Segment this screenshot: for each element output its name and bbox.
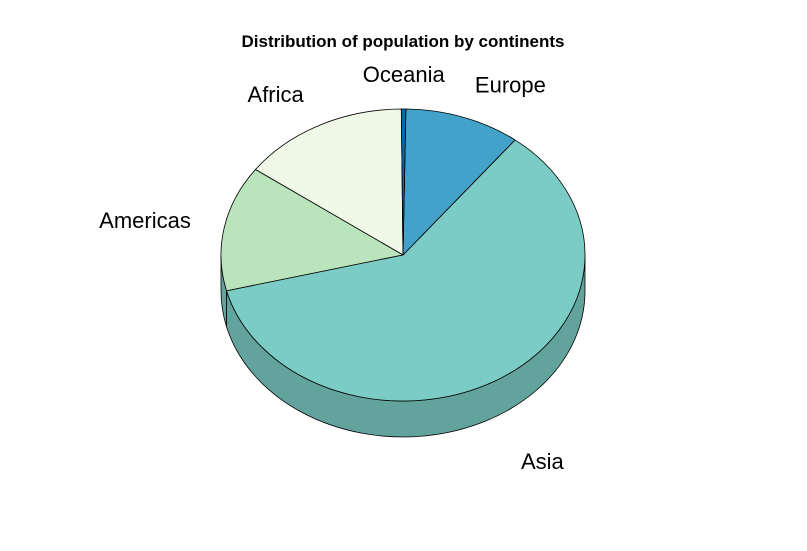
pie-label-oceania: Oceania — [363, 62, 446, 87]
pie-label-europe: Europe — [475, 72, 546, 97]
chart-title: Distribution of population by continents — [242, 32, 565, 51]
pie-slices — [220, 108, 586, 402]
pie-labels: Africa Americas Asia Europe Oceania — [99, 62, 564, 474]
pie-slice-americas — [220, 169, 404, 292]
pie-slice-oceania — [400, 108, 407, 256]
pie-label-americas: Americas — [99, 208, 191, 233]
pie-slice-africa — [255, 108, 404, 256]
pie-label-africa: Africa — [248, 82, 305, 107]
pie-slice-asia — [226, 139, 586, 402]
pie-slice-europe — [402, 108, 516, 256]
pie-label-asia: Asia — [521, 449, 565, 474]
